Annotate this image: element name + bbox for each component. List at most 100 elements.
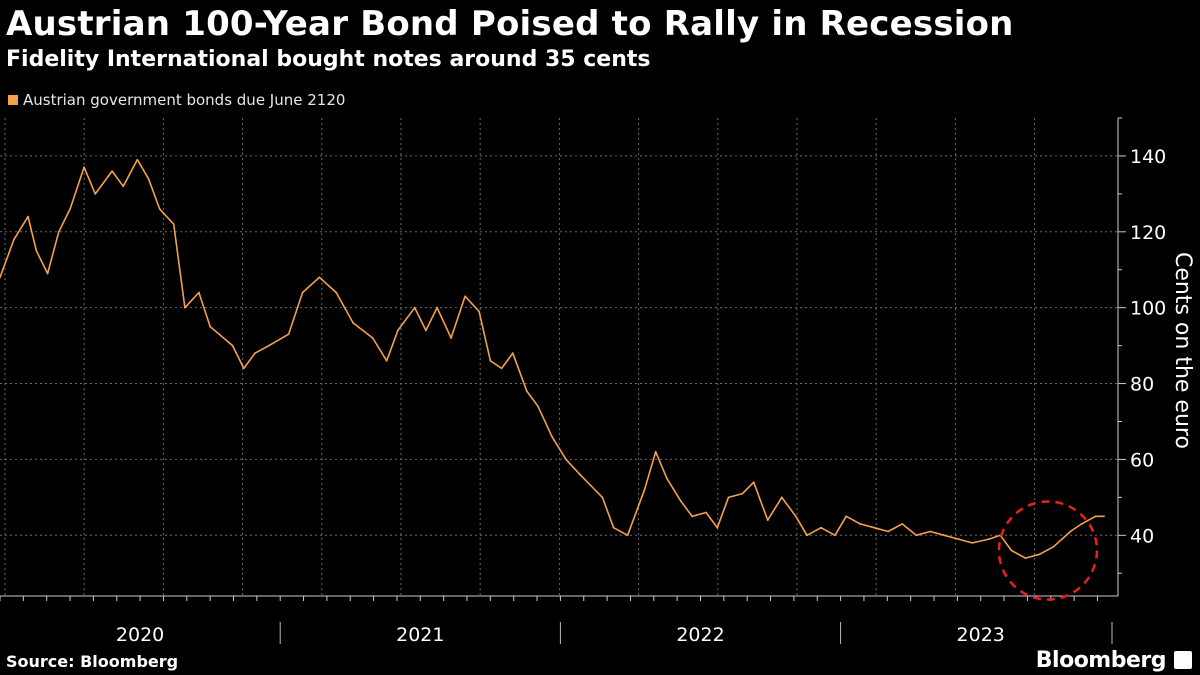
data-point bbox=[901, 523, 904, 525]
data-point bbox=[794, 515, 797, 518]
data-point bbox=[988, 538, 991, 540]
data-point bbox=[231, 344, 234, 347]
data-point bbox=[335, 291, 338, 294]
y-tick-label: 100 bbox=[1130, 298, 1166, 320]
data-point bbox=[727, 496, 730, 499]
data-point bbox=[643, 488, 646, 491]
data-point bbox=[198, 291, 200, 294]
series-line bbox=[0, 158, 1104, 559]
y-tick-label: 120 bbox=[1130, 222, 1166, 244]
data-point bbox=[873, 526, 876, 529]
data-point bbox=[1080, 523, 1083, 525]
x-tick-label: 2023 bbox=[957, 624, 1005, 646]
data-point bbox=[691, 515, 693, 518]
annotations bbox=[997, 500, 1099, 601]
x-tick-label: 2021 bbox=[396, 624, 444, 646]
chart-title: Austrian 100-Year Bond Poised to Rally i… bbox=[6, 4, 1014, 44]
data-point bbox=[859, 523, 862, 525]
y-tick-label: 80 bbox=[1130, 374, 1154, 396]
data-point bbox=[396, 329, 399, 332]
legend-label: Austrian government bonds due June 2120 bbox=[23, 91, 346, 109]
data-point bbox=[489, 359, 492, 362]
data-point bbox=[94, 192, 97, 195]
data-point bbox=[450, 337, 453, 339]
data-point bbox=[172, 223, 175, 226]
data-point bbox=[436, 306, 439, 309]
data-point bbox=[971, 541, 974, 544]
data-point bbox=[158, 208, 161, 210]
data-point bbox=[27, 215, 29, 218]
data-point bbox=[551, 435, 553, 438]
data-point bbox=[929, 530, 932, 533]
data-point bbox=[136, 158, 139, 161]
data-point bbox=[915, 534, 918, 537]
data-point bbox=[511, 352, 514, 355]
data-point bbox=[679, 500, 682, 503]
data-point bbox=[716, 526, 719, 529]
data-point bbox=[500, 367, 503, 370]
data-point bbox=[612, 526, 615, 529]
data-point bbox=[111, 170, 113, 173]
data-point bbox=[1052, 545, 1055, 548]
data-point bbox=[1094, 515, 1097, 518]
data-point bbox=[741, 492, 744, 495]
series bbox=[0, 158, 1105, 559]
data-point bbox=[579, 473, 581, 476]
data-point bbox=[752, 481, 755, 484]
data-point bbox=[943, 534, 946, 537]
data-point bbox=[46, 272, 49, 275]
data-point bbox=[287, 333, 290, 336]
data-point bbox=[83, 166, 85, 169]
y-tick-label: 60 bbox=[1130, 449, 1154, 471]
bloomberg-logo-icon bbox=[1174, 651, 1192, 669]
data-point bbox=[845, 515, 848, 518]
y-axis-title: Cents on the euro bbox=[1170, 252, 1195, 449]
data-point bbox=[565, 458, 567, 461]
data-point bbox=[1069, 530, 1072, 533]
data-point bbox=[766, 519, 769, 522]
data-point bbox=[242, 367, 245, 370]
data-point bbox=[147, 177, 150, 180]
data-point bbox=[525, 390, 528, 393]
data-point bbox=[806, 534, 808, 537]
legend: Austrian government bonds due June 2120 bbox=[8, 91, 345, 109]
y-tick-label: 140 bbox=[1130, 146, 1166, 168]
data-point bbox=[35, 249, 38, 252]
data-point bbox=[820, 526, 822, 529]
data-point bbox=[537, 405, 539, 408]
data-point bbox=[654, 450, 657, 453]
data-point bbox=[413, 306, 416, 309]
data-point bbox=[371, 337, 374, 339]
data-point bbox=[1103, 515, 1105, 518]
data-point bbox=[957, 538, 960, 540]
data-point bbox=[887, 530, 890, 533]
axes: 40 60 80 100 120 140 Cents on the euro 2020 2021… bbox=[0, 117, 1195, 646]
data-point bbox=[184, 306, 186, 309]
data-point bbox=[122, 185, 125, 188]
highlight-circle bbox=[997, 500, 1099, 601]
data-point bbox=[254, 352, 256, 355]
data-point bbox=[13, 238, 15, 241]
data-point bbox=[425, 329, 427, 332]
data-point bbox=[318, 276, 321, 279]
data-point bbox=[665, 477, 668, 480]
data-point bbox=[385, 359, 388, 362]
data-point bbox=[601, 496, 604, 499]
data-point bbox=[301, 291, 304, 294]
data-point bbox=[1038, 553, 1041, 556]
data-point bbox=[780, 496, 783, 499]
data-point bbox=[478, 310, 481, 313]
data-point bbox=[626, 534, 629, 537]
chart-subtitle: Fidelity International bought notes arou… bbox=[6, 47, 651, 72]
data-point bbox=[209, 325, 212, 328]
y-tick-label: 40 bbox=[1130, 525, 1154, 547]
data-point bbox=[57, 230, 60, 233]
brand-wordmark: Bloomberg bbox=[1035, 648, 1167, 673]
data-point bbox=[464, 295, 467, 298]
data-point bbox=[69, 208, 71, 210]
data-point bbox=[0, 276, 1, 279]
data-point bbox=[1010, 549, 1013, 552]
data-point bbox=[590, 485, 593, 487]
